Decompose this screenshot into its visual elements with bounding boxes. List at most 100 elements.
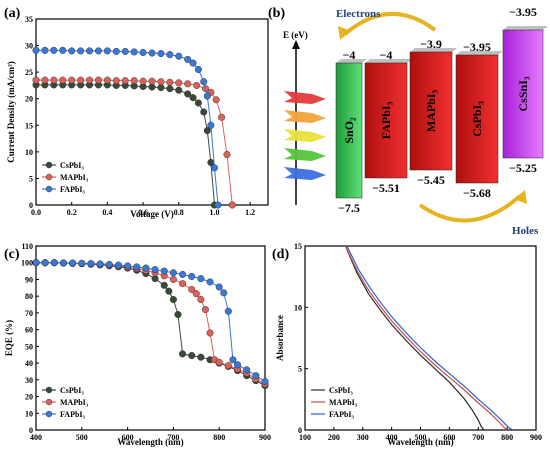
conduction-band-value: −4	[343, 48, 356, 62]
conduction-band-value: −4	[380, 48, 393, 62]
y-tick-label: 80	[25, 292, 33, 301]
legend-entry: MAPbI₃	[60, 173, 89, 182]
band-layer-1	[364, 62, 408, 179]
y-tick-label: 40	[25, 359, 33, 368]
data-point	[112, 77, 120, 85]
legend-marker	[45, 386, 53, 394]
data-point	[112, 47, 120, 55]
x-tick-label: 0.8	[174, 208, 184, 217]
data-point	[197, 275, 205, 283]
x-tick-label: 700	[472, 433, 484, 442]
data-point	[139, 48, 147, 56]
band-layer-2	[409, 51, 453, 171]
data-point	[210, 164, 218, 172]
light-arrow-icon	[284, 110, 326, 123]
data-point	[234, 361, 242, 369]
legend-marker	[45, 173, 53, 181]
data-point	[32, 46, 40, 54]
data-point	[130, 48, 138, 56]
y-tick-label: 100	[21, 259, 33, 268]
y-tick-label: 20	[25, 393, 33, 402]
band-layer-3	[455, 54, 499, 184]
data-point	[68, 76, 76, 84]
valence-band-value: −7.5	[338, 201, 360, 215]
data-point	[121, 77, 129, 85]
data-point	[78, 259, 86, 267]
data-point	[59, 46, 67, 54]
hole-flow-arrow	[418, 194, 522, 223]
data-point	[207, 121, 215, 129]
data-point	[157, 78, 165, 86]
x-tick-label: 600	[443, 433, 455, 442]
band-diagram: (b) E (eV) SnO₂ −4 −7.5 FAPbI₃ −4 −5.51 MAPbI₃ −3…	[268, 5, 548, 237]
data-point	[200, 78, 208, 86]
data-point	[121, 47, 129, 55]
valence-band-value: −5.25	[509, 161, 537, 175]
x-tick-label: 400	[30, 433, 42, 442]
data-point	[203, 92, 211, 100]
data-point	[175, 52, 183, 60]
x-tick-label: 500	[415, 433, 427, 442]
x-tick-label: 0.0	[31, 208, 41, 217]
y-tick-label: 0	[298, 426, 302, 435]
data-point	[200, 108, 208, 116]
data-point	[261, 377, 269, 385]
data-point	[68, 47, 76, 55]
data-point	[174, 311, 182, 319]
y-tick-label: 20	[25, 95, 33, 104]
data-point	[175, 79, 183, 87]
band-layer-name: FAPbI₃	[379, 101, 393, 139]
x-tick-label: 300	[357, 433, 369, 442]
x-tick-label: 800	[501, 433, 513, 442]
series-line-0	[344, 245, 485, 431]
band-layer-top	[365, 59, 412, 63]
light-arrow-icon	[284, 167, 326, 180]
band-layer-name: CsSnI₃	[516, 76, 530, 111]
data-point	[86, 76, 94, 84]
electrons-label: Electrons	[336, 8, 381, 20]
data-point	[197, 353, 205, 361]
data-point	[32, 259, 40, 267]
data-point	[165, 287, 173, 295]
band-layer-top	[336, 59, 367, 63]
legend-entry: FAPbI₃	[329, 410, 355, 419]
legend-entry: MAPbI₃	[60, 398, 89, 407]
x-tick-label: 500	[76, 433, 88, 442]
data-point	[59, 259, 67, 267]
data-point	[197, 296, 205, 304]
y-axis-title: Absorbance	[275, 315, 285, 361]
data-point	[184, 90, 192, 98]
legend-marker	[45, 185, 53, 193]
x-tick-label: 400	[386, 433, 398, 442]
y-tick-label: 25	[25, 68, 33, 77]
data-point	[77, 47, 85, 55]
data-point	[179, 270, 187, 278]
data-point	[188, 285, 196, 293]
band-layer-name: SnO₂	[342, 117, 356, 144]
band-layer-4	[502, 29, 544, 159]
x-tick-label: 1.0	[209, 208, 219, 217]
y-tick-label: 0	[29, 201, 33, 210]
light-arrow-icon	[284, 91, 326, 104]
x-tick-label: 0.6	[138, 208, 148, 217]
x-tick-label: 200	[328, 433, 340, 442]
band-layer-top	[456, 51, 503, 55]
band-layer-0	[335, 62, 363, 199]
y-tick-label: 60	[25, 326, 33, 335]
data-point	[193, 81, 201, 89]
data-point	[166, 78, 174, 86]
x-axis-title: Voltage (V)	[130, 209, 173, 219]
valence-band-value: −5.68	[463, 186, 491, 200]
data-point	[184, 55, 192, 63]
electron-arrow-head	[338, 26, 351, 40]
data-point	[218, 113, 226, 121]
y-tick-label: 110	[21, 242, 33, 251]
data-point	[151, 275, 159, 283]
x-tick-label: 900	[530, 433, 542, 442]
data-point	[139, 77, 147, 85]
data-point	[175, 86, 183, 94]
data-point	[192, 290, 200, 298]
data-point	[148, 83, 156, 91]
y-tick-label: 10	[294, 303, 302, 312]
